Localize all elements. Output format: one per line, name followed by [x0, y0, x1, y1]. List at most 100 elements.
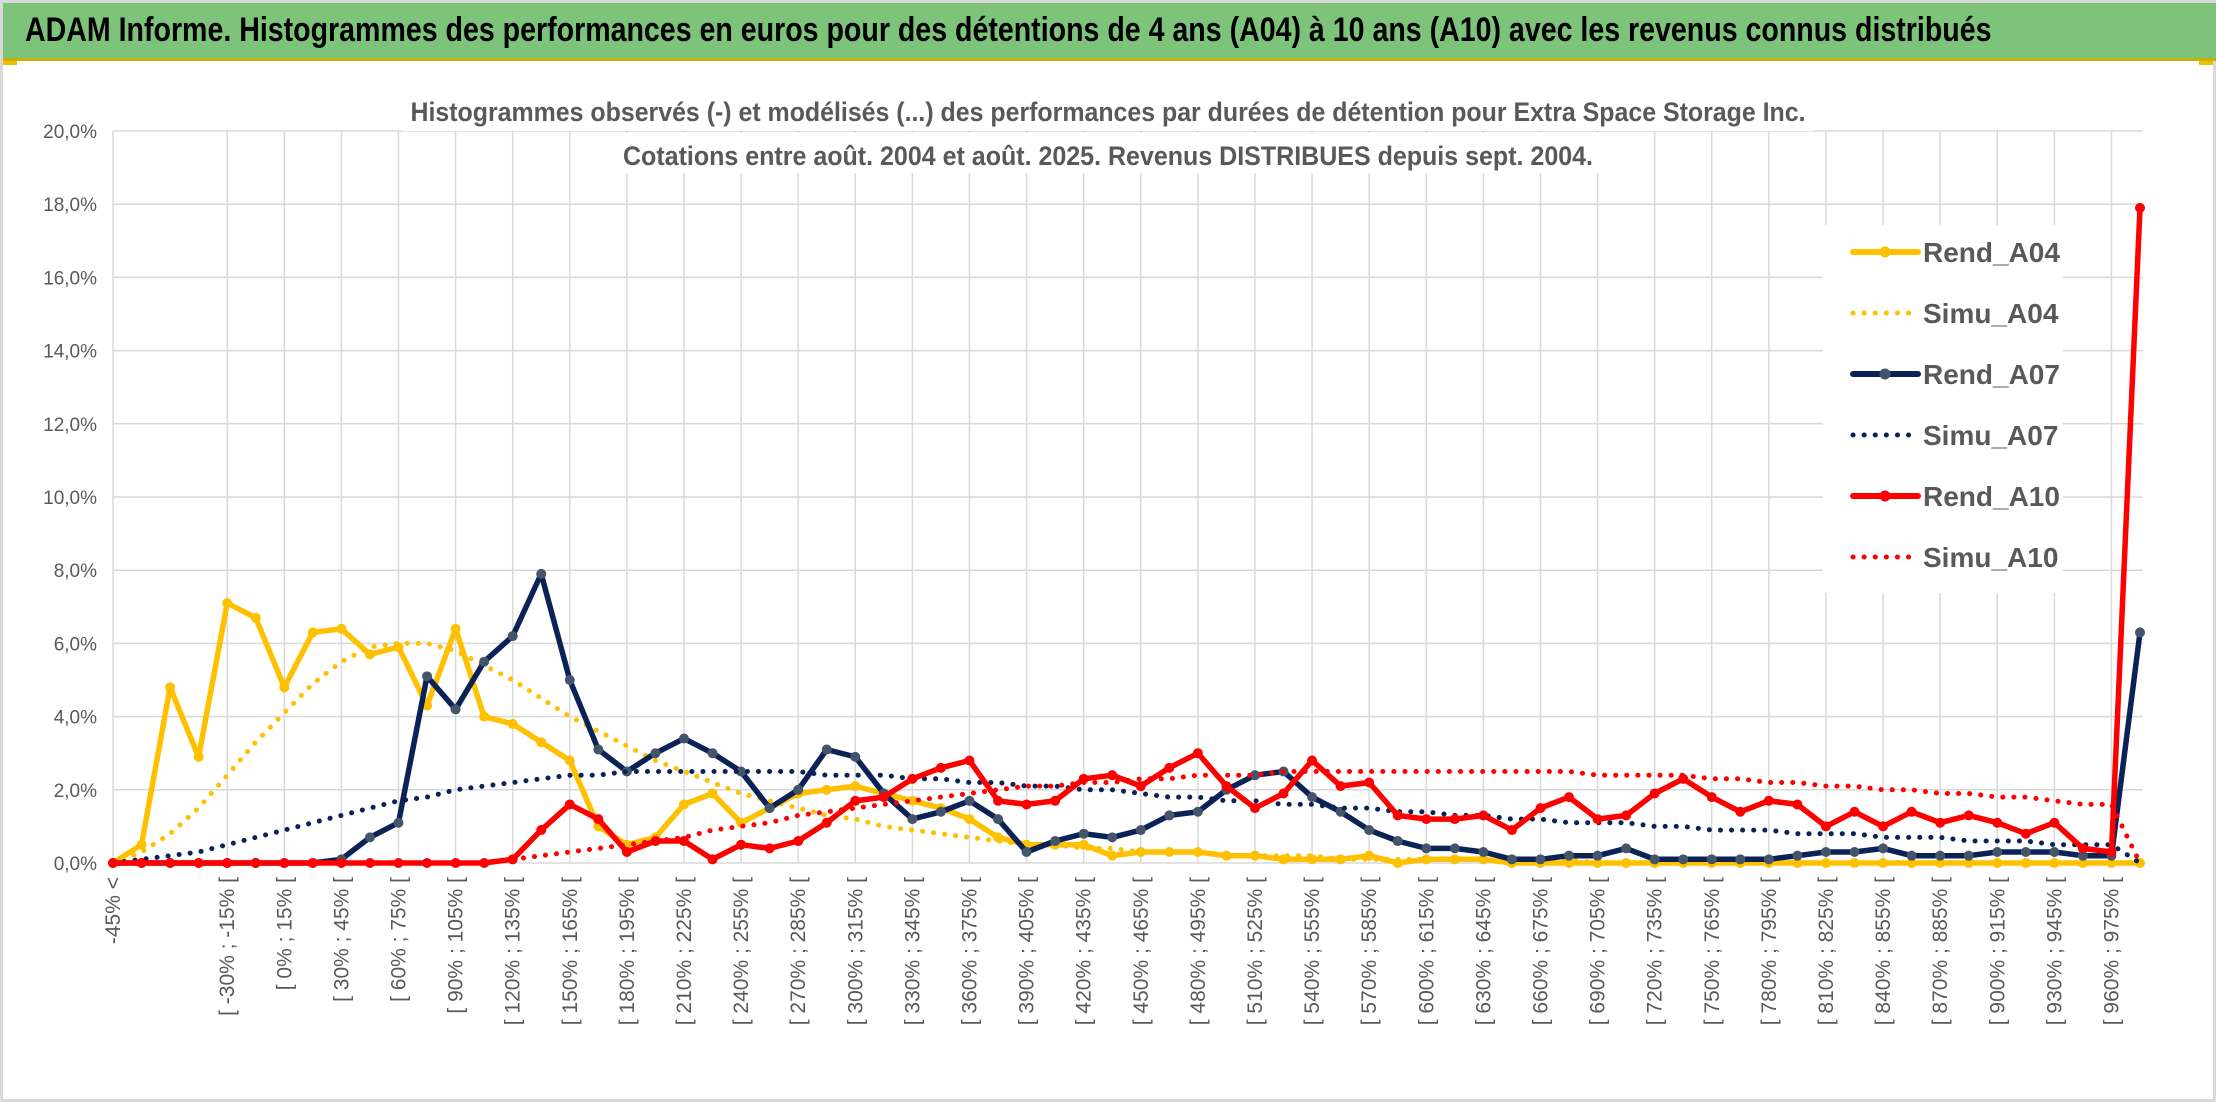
data-point [1478, 854, 1489, 865]
y-tick-label: 4,0% [54, 708, 97, 729]
legend-marker [1879, 368, 1891, 380]
data-point [2020, 847, 2031, 858]
data-point [907, 795, 918, 806]
data-point [678, 799, 689, 810]
data-point [1935, 850, 1946, 861]
y-tick-label: 16,0% [43, 268, 97, 289]
data-point [1649, 788, 1660, 799]
data-point [707, 748, 718, 759]
data-point [1820, 858, 1831, 868]
x-tick-label: [ 90% ; 105% [ [445, 877, 468, 1014]
legend-label: Rend_A10 [1923, 481, 2060, 512]
data-point [1935, 817, 1946, 828]
data-point [1735, 806, 1746, 817]
data-point [1192, 806, 1203, 817]
data-point [1878, 858, 1889, 868]
data-point [536, 568, 547, 579]
data-point [678, 836, 689, 847]
data-point [1849, 847, 1860, 858]
x-tick-label: [ 0% ; 15% [ [273, 877, 296, 990]
data-point [564, 755, 575, 766]
data-point [707, 788, 718, 799]
data-point [564, 799, 575, 810]
data-point [393, 817, 404, 828]
data-point [593, 814, 604, 825]
data-point [1449, 814, 1460, 825]
data-point [964, 814, 975, 825]
data-point [907, 814, 918, 825]
data-point [1906, 858, 1917, 868]
data-point [279, 682, 290, 693]
data-point [479, 858, 490, 868]
data-point [422, 671, 433, 682]
data-point [1421, 843, 1432, 854]
data-point [1164, 762, 1175, 773]
data-point [450, 623, 461, 634]
data-point [850, 795, 861, 806]
data-point [250, 612, 261, 623]
data-point [1192, 748, 1203, 759]
data-point [2077, 850, 2088, 861]
data-point [1506, 854, 1517, 865]
data-point [1963, 858, 1974, 868]
data-point [2049, 847, 2060, 858]
data-point [1107, 850, 1118, 861]
data-point [1535, 803, 1546, 814]
data-point [1820, 847, 1831, 858]
report-banner: ADAM Informe. Histogrammes des performan… [3, 3, 2216, 61]
data-point [1164, 847, 1175, 858]
x-tick-label: [ 660% ; 675% [ [1529, 877, 1552, 1025]
data-point [1221, 781, 1232, 792]
data-point [222, 858, 233, 868]
data-point [1278, 788, 1289, 799]
corner-accent-right [2199, 61, 2213, 65]
corner-accent-left [3, 61, 17, 65]
data-point [821, 784, 832, 795]
data-point [1763, 854, 1774, 865]
data-point [678, 733, 689, 744]
data-point [1992, 817, 2003, 828]
data-point [507, 718, 518, 729]
x-tick-label: [ 900% ; 915% [ [1986, 877, 2009, 1025]
data-point [1621, 858, 1632, 868]
y-tick-label: 2,0% [54, 781, 97, 802]
x-tick-label: [ 60% ; 75% [ [387, 877, 410, 1002]
x-tick-label: [ 210% ; 225% [ [673, 877, 696, 1025]
title-background [403, 89, 1813, 131]
data-point [821, 744, 832, 755]
data-point [2020, 828, 2031, 839]
y-tick-label: 20,0% [43, 122, 97, 143]
data-point [1678, 854, 1689, 865]
data-point [1249, 803, 1260, 814]
y-tick-label: 0,0% [54, 854, 97, 875]
data-point [764, 803, 775, 814]
data-point [393, 858, 404, 868]
x-tick-label: [ 240% ; 255% [ [730, 877, 753, 1025]
data-point [2020, 858, 2031, 868]
data-point [1135, 825, 1146, 836]
series-line-simu_a04 [110, 640, 2143, 866]
data-point [593, 744, 604, 755]
data-point [1164, 810, 1175, 821]
data-point [1335, 781, 1346, 792]
data-point [1478, 810, 1489, 821]
x-tick-label: [ 390% ; 405% [ [1016, 877, 1039, 1025]
data-point [422, 858, 433, 868]
data-point [1735, 854, 1746, 865]
data-point [136, 839, 147, 850]
data-point [964, 755, 975, 766]
data-point [1963, 810, 1974, 821]
data-point [2077, 858, 2088, 868]
data-point [935, 806, 946, 817]
data-point [707, 854, 718, 865]
data-point [1107, 832, 1118, 843]
data-point [1564, 850, 1575, 861]
data-point [1878, 821, 1889, 832]
y-tick-label: 10,0% [43, 488, 97, 509]
data-point [793, 784, 804, 795]
data-point [364, 649, 375, 660]
data-point [850, 781, 861, 792]
data-point [1621, 843, 1632, 854]
legend-label: Simu_A07 [1923, 420, 2058, 451]
